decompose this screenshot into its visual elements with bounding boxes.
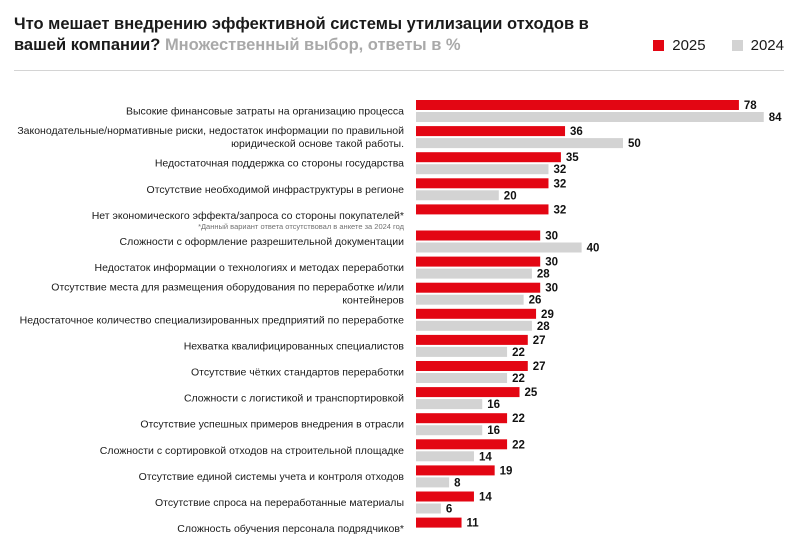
category-label: Сложности с сортировкой отходов на строи…	[100, 445, 404, 457]
bar-2025	[416, 517, 462, 528]
value-label-2024: 26	[529, 295, 542, 307]
chart-title-main: Что мешает внедрению эффективной системы…	[14, 15, 589, 54]
category-label: Недостаток информации о технологиях и ме…	[95, 262, 405, 274]
bar-2024	[416, 164, 549, 175]
bar-2025	[416, 126, 566, 137]
category-label: Законодательные/нормативные риски, недос…	[17, 125, 404, 137]
legend-item-2024: 2024	[731, 37, 784, 54]
value-label-2025: 19	[500, 465, 513, 477]
category-label: контейнеров	[342, 295, 404, 307]
bar-2024	[416, 268, 532, 279]
bar-2025	[416, 387, 520, 398]
bar-2024	[416, 425, 483, 436]
value-label-2025: 29	[541, 309, 554, 321]
bar-2024	[416, 112, 764, 122]
bar-2025	[416, 256, 541, 267]
value-label-2024: 16	[487, 399, 500, 411]
value-label-2024: 22	[512, 347, 525, 359]
value-label-2025: 32	[553, 204, 566, 216]
bar-2024	[416, 503, 441, 514]
category-label: Нет экономического эффекта/запроса со ст…	[92, 210, 404, 222]
bar-2024	[416, 190, 499, 201]
category-label: Сложность обучения персонала подрядчиков…	[177, 523, 404, 535]
bar-2024	[416, 477, 450, 488]
value-label-2025: 30	[545, 283, 558, 295]
bar-2024	[416, 373, 508, 383]
header-divider	[14, 70, 784, 71]
category-label: Недостаточная поддержка со стороны госуд…	[155, 158, 404, 170]
chart-subtitle: Множественный выбор, ответы в %	[164, 36, 461, 54]
value-label-2025: 36	[570, 126, 583, 138]
legend: 2025 2024	[653, 37, 784, 54]
category-label: Отсутствие необходимой инфраструктуры в …	[147, 184, 405, 196]
value-label-2024: 14	[479, 451, 492, 463]
legend-swatch-2024	[731, 40, 743, 51]
category-label: Нехватка квалифицированных специалистов	[184, 340, 405, 352]
bar-2025	[416, 204, 549, 215]
category-label: Отсутствие места для размещения оборудов…	[51, 282, 404, 294]
bar-2024	[416, 138, 623, 149]
bar-2025	[416, 308, 537, 319]
legend-swatch-2025	[653, 40, 665, 51]
value-label-2025: 22	[512, 439, 525, 451]
value-label-2025: 22	[512, 413, 525, 425]
category-label: Недостаточное количество специализирован…	[20, 314, 404, 326]
value-label-2024: 8	[454, 477, 461, 489]
category-label: Отсутствие спроса на переработанные мате…	[155, 497, 404, 509]
value-label-2024: 28	[537, 321, 550, 333]
category-label: Сложности с оформление разрешительной до…	[120, 236, 405, 248]
value-label-2025: 14	[479, 492, 492, 504]
value-label-2024: 84	[769, 112, 782, 124]
value-label-2025: 35	[566, 152, 579, 164]
value-label-2025: 11	[467, 518, 480, 530]
legend-item-2025: 2025	[653, 37, 706, 54]
value-label-2024: 32	[553, 164, 566, 176]
legend-label-2025: 2025	[672, 37, 706, 54]
bar-2024	[416, 346, 508, 357]
bar-2025	[416, 361, 528, 371]
value-label-2024: 22	[512, 373, 525, 385]
bar-2025	[416, 100, 739, 110]
bar-2025	[416, 439, 508, 450]
value-label-2024: 6	[446, 504, 452, 516]
bar-2025	[416, 152, 561, 163]
category-label: юридической основе такой работы.	[231, 138, 404, 150]
value-label-2024: 40	[587, 243, 600, 255]
category-note: *Данный вариант ответа отсутствовал в ан…	[198, 222, 405, 231]
legend-label-2024: 2024	[750, 37, 784, 54]
value-label-2025: 27	[533, 361, 546, 373]
chart-title: Что мешает внедрению эффективной системы…	[14, 14, 614, 56]
value-label-2025: 25	[525, 387, 538, 399]
bar-2024	[416, 399, 483, 410]
value-label-2024: 16	[487, 425, 500, 437]
value-label-2025: 30	[545, 231, 558, 243]
value-label-2025: 27	[533, 335, 546, 347]
category-label: Отсутствие чётких стандартов переработки	[191, 367, 404, 379]
value-label-2024: 20	[504, 190, 517, 202]
bar-2025	[416, 282, 541, 293]
value-label-2025: 32	[553, 178, 566, 190]
bar-2024	[416, 242, 582, 253]
category-label: Высокие финансовые затраты на организаци…	[126, 106, 404, 118]
bar-2025	[416, 413, 508, 424]
value-label-2025: 78	[744, 100, 757, 112]
bar-2024	[416, 451, 474, 462]
bar-2025	[416, 465, 495, 476]
bar-2025	[416, 491, 474, 502]
value-label-2024: 50	[628, 138, 641, 150]
category-label: Отсутствие успешных примеров внедрения в…	[140, 419, 404, 431]
value-label-2024: 28	[537, 269, 550, 281]
bar-2025	[416, 334, 528, 345]
category-label: Сложности с логистикой и транспортировко…	[184, 393, 404, 405]
value-label-2025: 30	[545, 257, 558, 269]
category-label: Отсутствие единой системы учета и контро…	[139, 471, 405, 483]
bar-2025	[416, 178, 549, 189]
bar-2024	[416, 294, 524, 305]
bar-2024	[416, 320, 532, 331]
bar-2025	[416, 230, 541, 241]
